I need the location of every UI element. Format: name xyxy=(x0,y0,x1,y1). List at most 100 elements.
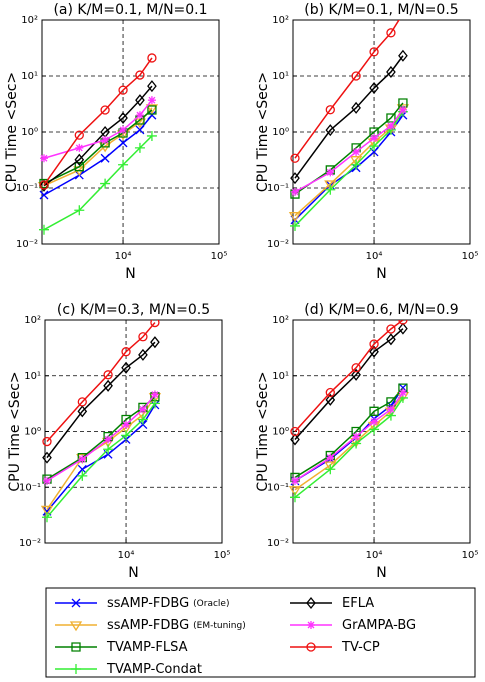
marker xyxy=(290,172,300,185)
x-axis-label: N xyxy=(376,266,386,282)
y-tick-label: 10² xyxy=(21,15,38,26)
x-tick-label: 10⁴ xyxy=(118,550,135,561)
series-line xyxy=(43,114,153,196)
marker xyxy=(396,104,410,115)
marker xyxy=(306,596,316,610)
chart-title: (c) K/M=0.3, M/N=0.5 xyxy=(57,302,210,318)
marker xyxy=(77,405,88,418)
marker xyxy=(39,190,49,200)
y-tick-label: 10⁰ xyxy=(24,427,41,438)
x-axis-label: N xyxy=(376,565,386,581)
marker xyxy=(103,444,114,455)
marker xyxy=(349,156,363,166)
marker xyxy=(138,332,148,342)
marker xyxy=(352,147,361,156)
y-tick-label: 10⁰ xyxy=(21,127,38,138)
legend-label: TV-CP xyxy=(341,640,380,655)
marker xyxy=(118,138,128,148)
x-tick-label: 10⁵ xyxy=(211,251,228,262)
marker xyxy=(138,348,148,361)
marker xyxy=(325,105,335,115)
marker xyxy=(306,642,316,652)
marker xyxy=(150,336,160,349)
y-tick-label: 10¹ xyxy=(24,371,41,382)
marker xyxy=(290,153,300,163)
marker xyxy=(135,94,145,107)
y-axis-label: CPU Time <Sec> xyxy=(7,371,23,491)
marker xyxy=(288,212,302,222)
marker xyxy=(103,370,113,380)
marker xyxy=(386,397,396,407)
marker xyxy=(351,159,362,170)
legend-name: TVAMP-FLSA xyxy=(106,640,188,655)
marker xyxy=(386,405,395,414)
series-line xyxy=(43,135,153,231)
marker xyxy=(290,476,299,485)
x-tick-label: 10⁵ xyxy=(462,251,479,262)
y-axis-label: CPU Time <Sec> xyxy=(255,371,271,491)
marker xyxy=(149,398,160,409)
y-tick-label: 10¹ xyxy=(272,71,289,82)
marker xyxy=(122,420,131,429)
y-tick-label: 10⁻² xyxy=(19,538,41,549)
marker xyxy=(121,361,131,374)
y-tick-label: 10¹ xyxy=(21,71,38,82)
marker xyxy=(386,65,396,79)
x-tick-label: 10⁴ xyxy=(366,550,383,561)
legend-name: GrAMPA-BG xyxy=(342,618,416,633)
marker xyxy=(74,153,85,166)
marker xyxy=(100,153,110,163)
marker xyxy=(351,426,361,437)
x-tick-label: 10⁴ xyxy=(115,251,132,262)
series-line xyxy=(294,328,404,440)
marker xyxy=(370,134,379,143)
marker xyxy=(150,320,160,328)
marker xyxy=(150,390,159,399)
marker xyxy=(290,472,300,483)
marker xyxy=(119,125,128,134)
marker xyxy=(147,96,156,105)
marker xyxy=(135,111,144,120)
marker xyxy=(74,205,85,216)
legend-label: TVAMP-Condat xyxy=(106,662,202,677)
marker xyxy=(398,98,408,108)
legend-note: (EM-tuning) xyxy=(193,621,246,631)
marker xyxy=(325,450,335,461)
y-tick-label: 10⁻² xyxy=(267,239,289,250)
y-axis-label: CPU Time <Sec> xyxy=(4,72,20,192)
marker xyxy=(77,464,87,474)
marker xyxy=(77,397,87,407)
marker xyxy=(398,388,407,397)
legend-label: GrAMPA-BG xyxy=(342,618,416,633)
x-tick-label: 10⁵ xyxy=(462,550,479,561)
marker xyxy=(42,476,51,485)
y-tick-label: 10⁰ xyxy=(272,127,289,138)
legend-note: (Oracle) xyxy=(193,599,229,609)
marker xyxy=(39,180,49,190)
marker xyxy=(288,486,302,497)
marker xyxy=(290,433,300,446)
marker xyxy=(104,435,113,444)
marker xyxy=(290,187,299,196)
marker xyxy=(39,179,49,192)
series-line xyxy=(46,402,156,518)
marker xyxy=(103,431,113,442)
marker xyxy=(325,184,336,195)
marker xyxy=(369,345,379,358)
marker xyxy=(100,178,111,189)
marker xyxy=(147,80,157,93)
marker xyxy=(325,393,336,406)
plot-area xyxy=(40,320,162,523)
plot-frame xyxy=(41,19,220,245)
series-line xyxy=(46,341,156,459)
marker xyxy=(121,347,131,357)
marker xyxy=(398,320,408,325)
marker xyxy=(40,505,54,516)
marker xyxy=(386,113,396,123)
y-tick-label: 10⁻¹ xyxy=(267,183,289,194)
marker xyxy=(78,455,87,464)
plot-frame xyxy=(44,319,223,544)
legend-name: TV-CP xyxy=(341,640,380,655)
marker xyxy=(369,424,380,435)
marker xyxy=(289,220,300,231)
